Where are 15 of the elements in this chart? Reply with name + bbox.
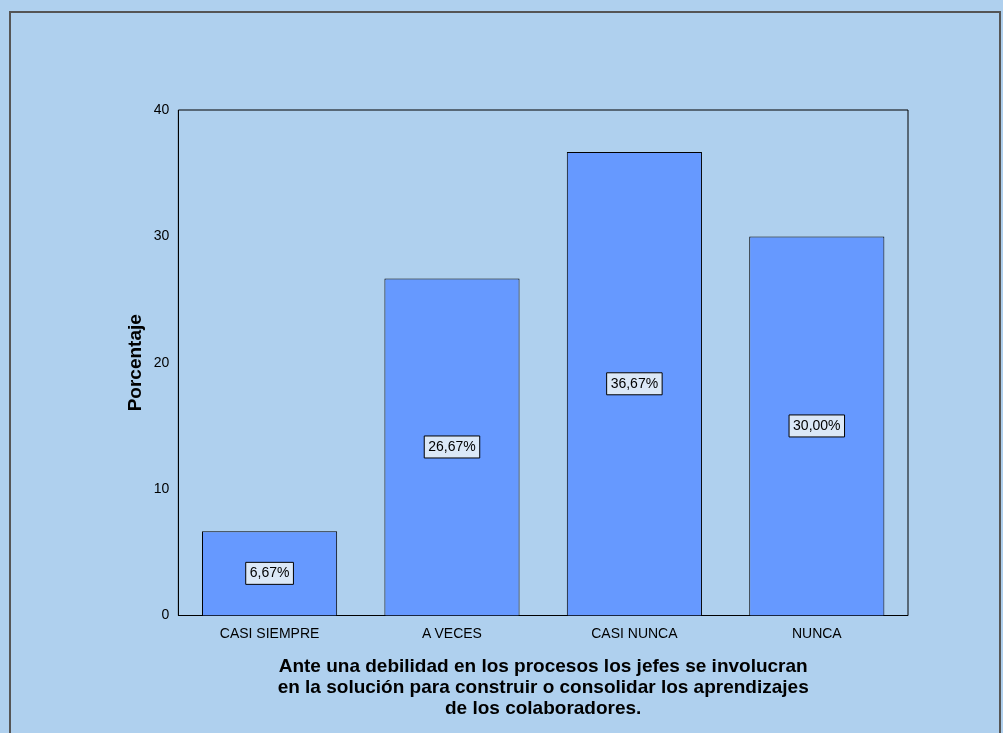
x-tick-label: NUNCA <box>791 624 843 641</box>
x-tick-label: CASI NUNCA <box>591 624 679 641</box>
y-tick-label: 10 <box>153 479 170 496</box>
data-label: 6,67% <box>249 564 290 581</box>
x-axis-title: Ante una debilidad en los procesos los jefes se involucran en la solución para construir o consolidar los aprendizajes de los colaboradores. <box>277 654 809 718</box>
data-label: 26,67% <box>428 437 476 454</box>
data-label: 30,00% <box>793 416 841 433</box>
x-tick-label: A VECES <box>422 624 482 641</box>
y-tick-label: 0 <box>161 606 170 623</box>
y-axis-title: Porcentaje <box>123 314 145 412</box>
y-tick-label: 20 <box>153 353 170 370</box>
x-tick-label: CASI SIEMPRE <box>219 624 320 641</box>
y-tick-label: 30 <box>153 227 170 244</box>
y-tick-label: 40 <box>153 100 170 117</box>
data-label: 36,67% <box>610 374 659 391</box>
